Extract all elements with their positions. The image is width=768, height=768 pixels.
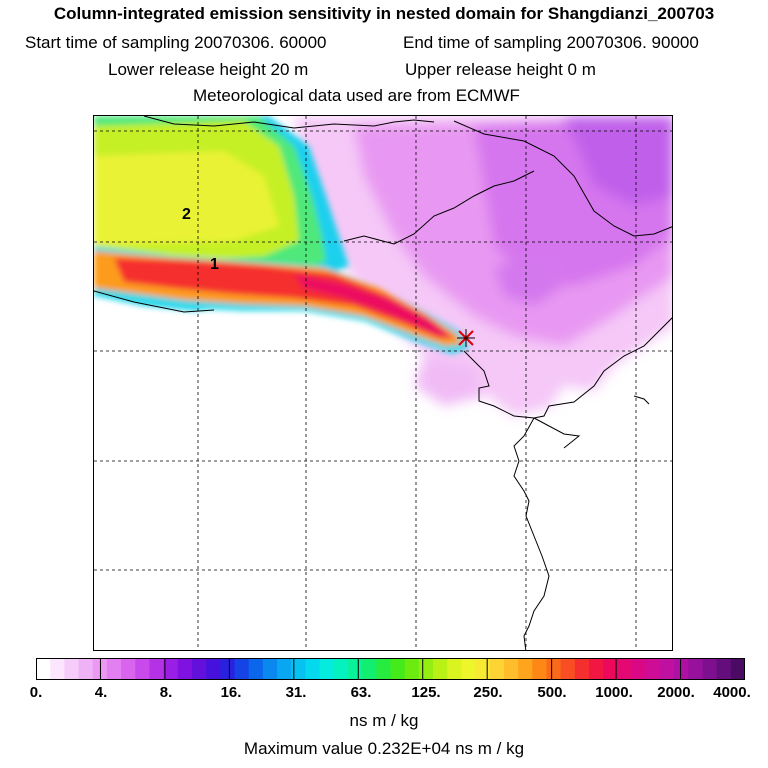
colorbar-swatch (277, 658, 292, 680)
annotation-1: 1 (210, 256, 219, 273)
end-time-label: End time of sampling 20070306. 90000 (403, 33, 699, 52)
colorbar-swatch (603, 658, 618, 680)
lower-height-label: Lower release height 20 m (108, 60, 309, 79)
colorbar-swatch (503, 658, 519, 680)
colorbar-swatch (674, 658, 689, 680)
colorbar-tick-10: 2000. (657, 684, 695, 701)
colorbar-tick-6: 125. (411, 684, 441, 701)
colorbar-swatch (631, 658, 647, 680)
colorbar-swatch (220, 658, 236, 680)
upper-height-label: Upper release height 0 m (405, 60, 596, 79)
colorbar-swatch (404, 658, 420, 680)
colorbar-swatch (50, 658, 65, 680)
maximum-value-label: Maximum value 0.232E+04 ns m / kg (243, 739, 525, 758)
colorbar-swatch (78, 658, 94, 680)
colorbar (35, 658, 746, 680)
colorbar-tick-1: 4. (94, 684, 108, 701)
colorbar-swatch (475, 658, 491, 680)
colorbar-swatch (532, 658, 548, 680)
colorbar-tick-11: 4000. (713, 684, 751, 701)
colorbar-swatch (291, 658, 307, 680)
colorbar-swatch (560, 658, 576, 680)
colorbar-swatch (177, 658, 193, 680)
colorbar-swatch (121, 658, 136, 680)
colorbar-swatch (347, 658, 363, 680)
colorbar-swatch (262, 658, 278, 680)
colorbar-tick-0: 0. (29, 684, 43, 701)
colorbar-swatch (589, 658, 604, 680)
colorbar-swatch (319, 658, 335, 680)
colorbar-swatch (546, 658, 562, 680)
colorbar-swatch (333, 658, 349, 680)
colorbar-border (36, 658, 745, 680)
colorbar-swatch (574, 658, 590, 680)
colorbar-swatch (447, 658, 462, 680)
colorbar-tick-2: 8. (159, 684, 173, 701)
colorbar-swatch (489, 658, 505, 680)
colorbar-tick-3: 16. (220, 684, 242, 701)
colorbar-swatch (149, 658, 165, 680)
colorbar-swatch (36, 658, 51, 680)
colorbar-tick-4: 31. (285, 684, 307, 701)
sensitivity-field-east (294, 116, 672, 416)
colorbar-swatch (135, 658, 151, 680)
station-marker[interactable] (457, 329, 475, 347)
colorbar-swatch (106, 658, 122, 680)
colorbar-swatch (433, 658, 448, 680)
grid-lines (94, 116, 672, 650)
annotation-2: 2 (182, 206, 191, 223)
colorbar-swatch (702, 658, 718, 680)
colorbar-tick-8: 500. (537, 684, 567, 701)
colorbar-tick-5: 63. (350, 684, 372, 701)
colorbar-swatch (362, 658, 377, 680)
colorbar-swatch (234, 658, 250, 680)
start-time-label: Start time of sampling 20070306. 60000 (25, 33, 327, 52)
coastline (94, 116, 672, 650)
colorbar-swatch (518, 658, 533, 680)
colorbar-swatch (248, 658, 264, 680)
colorbar-swatch (390, 658, 406, 680)
colorbar-swatch (461, 658, 477, 680)
unit-label: ns m / kg (349, 711, 419, 730)
colorbar-tick-9: 1000. (595, 684, 633, 701)
met-data-label: Meteorological data used are from ECMWF (193, 86, 520, 105)
colorbar-swatch (64, 658, 80, 680)
colorbar-tick-7: 250. (473, 684, 503, 701)
colorbar-swatch (645, 658, 661, 680)
map-canvas[interactable] (94, 116, 673, 651)
plot-title: Column-integrated emission sensitivity i… (53, 4, 715, 23)
map-panel[interactable]: 1 2 (93, 115, 673, 651)
colorbar-swatch (163, 658, 179, 680)
colorbar-swatch (206, 658, 221, 680)
colorbar-swatch (659, 658, 675, 680)
colorbar-swatch (191, 658, 207, 680)
colorbar-swatch (376, 658, 392, 680)
colorbar-swatch (716, 658, 732, 680)
colorbar-swatch (730, 658, 746, 680)
colorbar-swatch (305, 658, 321, 680)
colorbar-swatch (418, 658, 434, 680)
colorbar-svg (35, 658, 746, 680)
sensitivity-field-west (94, 116, 469, 354)
colorbar-swatch (617, 658, 633, 680)
colorbar-swatch (688, 658, 704, 680)
